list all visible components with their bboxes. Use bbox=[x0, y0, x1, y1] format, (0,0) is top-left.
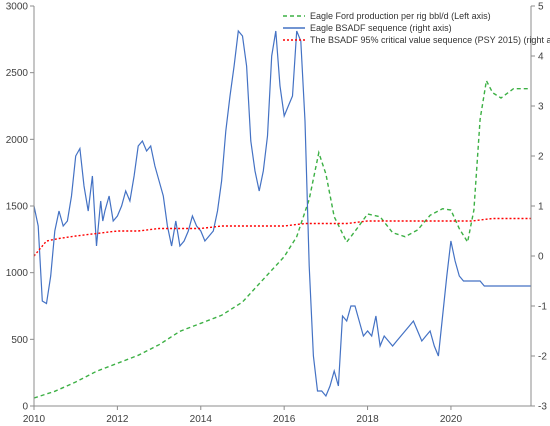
y-right-tick-label: 4 bbox=[538, 52, 544, 63]
series-line-2 bbox=[33, 29, 531, 398]
legend-label-1: Eagle Ford production per rig bbl/d (Lef… bbox=[310, 11, 491, 21]
x-tick-label: 2012 bbox=[106, 414, 129, 425]
y-left-tick-label: 3000 bbox=[6, 2, 29, 13]
legend: Eagle Ford production per rig bbl/d (Lef… bbox=[283, 11, 550, 45]
y-right-tick-label: -3 bbox=[538, 402, 547, 413]
x-tick-label: 2016 bbox=[273, 414, 296, 425]
x-tick-label: 2018 bbox=[356, 414, 379, 425]
y-right-tick-label: 0 bbox=[538, 252, 544, 263]
x-tick-label: 2014 bbox=[190, 414, 213, 425]
y-right-tick-label: 2 bbox=[538, 152, 544, 163]
y-right-tick-label: -1 bbox=[538, 302, 547, 313]
series-layer bbox=[33, 29, 531, 399]
y-left-tick-label: 0 bbox=[22, 402, 28, 413]
y-left-tick-label: 2500 bbox=[6, 68, 29, 79]
y-left-tick-label: 2000 bbox=[6, 135, 29, 146]
legend-label-2: Eagle BSADF sequence (right axis) bbox=[310, 23, 452, 33]
x-tick-label: 2010 bbox=[23, 414, 46, 425]
x-tick-label: 2020 bbox=[440, 414, 463, 425]
series-line-3 bbox=[33, 217, 531, 257]
y-left-tick-label: 1500 bbox=[6, 202, 29, 213]
y-right-tick-label: 5 bbox=[538, 2, 544, 13]
series-line-1 bbox=[33, 78, 531, 399]
y-right-tick-label: 1 bbox=[538, 202, 544, 213]
y-right-tick-label: -2 bbox=[538, 352, 547, 363]
axes-layer: 0 500 1000 1500 2000 2500 3000 -3 -2 -1 0 1 2 3 4 5 2010… bbox=[6, 2, 548, 426]
y-left-tick-label: 1000 bbox=[6, 268, 29, 279]
legend-label-3: The BSADF 95% critical value sequence (P… bbox=[310, 35, 550, 45]
y-left-tick-label: 500 bbox=[11, 335, 28, 346]
y-right-tick-label: 3 bbox=[538, 102, 544, 113]
